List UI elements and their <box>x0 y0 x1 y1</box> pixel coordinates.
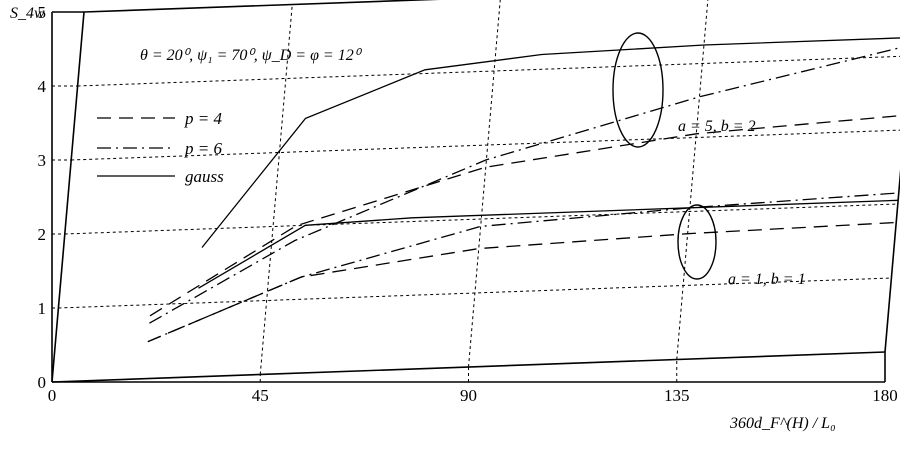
gridline-y-back <box>64 203 898 235</box>
series-layer <box>147 37 900 343</box>
series-a5b2-gauss <box>201 37 900 248</box>
y-tick-label: 2 <box>38 225 47 244</box>
frame-right <box>884 169 900 353</box>
group-label-a1b1: a = 1, b = 1 <box>728 271 806 288</box>
frame-left <box>51 11 85 383</box>
x-tick-label: 135 <box>664 386 690 405</box>
x-tick-label: 90 <box>460 386 477 405</box>
legend: p = 4 p = 6 gauss <box>97 109 224 186</box>
gridline-x-back <box>468 0 501 368</box>
series-a1b1-p4 <box>147 221 897 343</box>
series-a1b1-p6 <box>147 192 899 343</box>
series-a5b2-p6 <box>149 47 900 324</box>
gridline-y-back <box>71 129 900 161</box>
x-tick-label: 180 <box>872 386 898 405</box>
gridline-y-back <box>77 55 900 87</box>
x-axis-label: 360d_F^(H) / L₀ <box>729 415 836 432</box>
group-marker-ellipse-a1b1 <box>677 204 717 280</box>
group-label-a5b2: a = 5, b = 2 <box>678 118 756 135</box>
y-tick-label: 0 <box>38 373 47 392</box>
gridline-x-back <box>676 0 709 360</box>
x-tick-label: 0 <box>48 386 57 405</box>
grid <box>52 0 900 382</box>
y-tick-label: 5 <box>38 3 47 22</box>
series-a1b1-gauss <box>198 199 899 289</box>
y-tick-label: 4 <box>38 77 47 96</box>
legend-label-gauss: gauss <box>185 167 224 186</box>
gridline-x-back <box>259 4 293 375</box>
x-tick-label: 45 <box>252 386 269 405</box>
legend-label-p4: p = 4 <box>184 109 222 128</box>
legend-label-p6: p = 6 <box>184 139 222 158</box>
gridline-y-back <box>58 277 892 309</box>
chart-title: θ = 20⁰, ψ₁ = 70⁰, ψ_D = φ = 12⁰ <box>140 47 363 64</box>
frame-top <box>83 0 440 13</box>
y-axis-label: S_4w <box>10 5 45 22</box>
group-marker-ellipse-a5b2 <box>612 32 664 148</box>
y-tick-label: 1 <box>38 299 47 318</box>
y-tick-label: 3 <box>38 151 47 170</box>
series-a5b2-p4 <box>149 115 900 317</box>
annotations <box>612 32 717 280</box>
